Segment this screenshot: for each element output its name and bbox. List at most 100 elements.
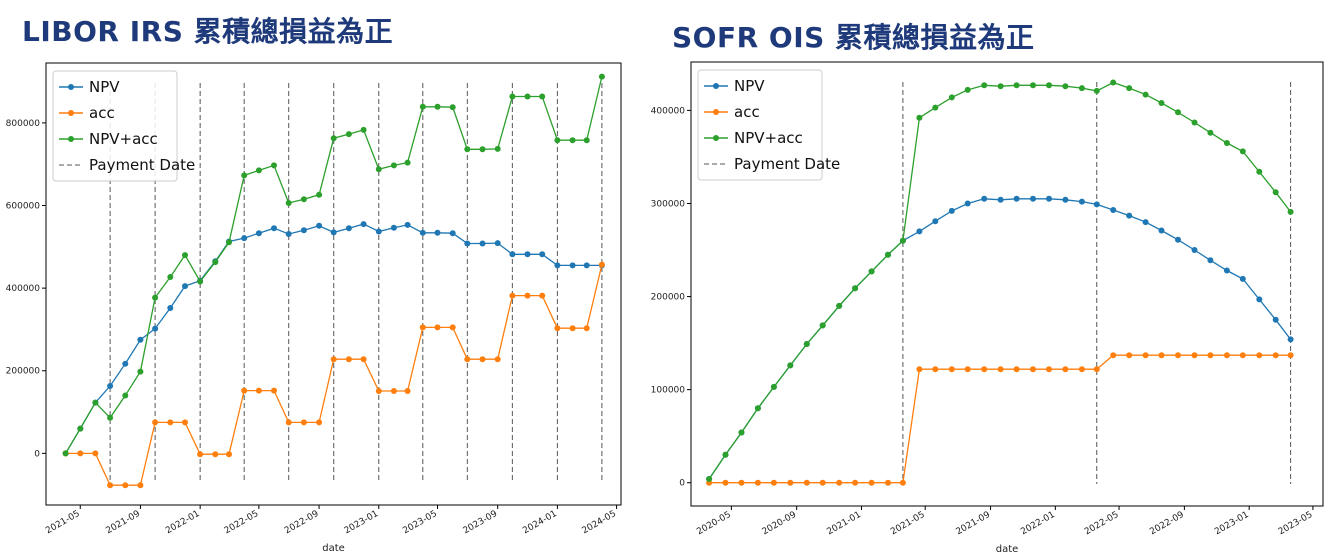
data-point — [419, 229, 426, 236]
data-point — [122, 392, 129, 399]
y-tick-label: 800000 — [6, 119, 41, 129]
data-point — [964, 200, 971, 207]
data-point — [583, 137, 590, 144]
data-point — [948, 94, 955, 101]
data-point — [819, 479, 826, 486]
data-point — [1158, 352, 1165, 359]
data-point — [241, 172, 248, 179]
data-point — [419, 324, 426, 331]
legend-label: acc — [89, 104, 115, 122]
data-point — [738, 429, 745, 436]
data-point — [449, 230, 456, 237]
x-tick-label: 2022-01 — [1019, 510, 1057, 537]
data-point — [819, 322, 826, 329]
data-point — [569, 137, 576, 144]
data-point — [916, 366, 923, 373]
data-point — [434, 103, 441, 110]
data-point — [255, 230, 262, 237]
x-tick-label: 2022-05 — [1083, 510, 1121, 537]
data-point — [375, 228, 382, 235]
data-point — [787, 362, 794, 369]
x-axis-label: date — [996, 544, 1019, 555]
data-point — [899, 479, 906, 486]
data-point — [932, 104, 939, 111]
data-point — [1272, 352, 1279, 359]
data-point — [1030, 82, 1036, 89]
data-point — [1239, 275, 1246, 282]
data-point — [92, 450, 99, 457]
legend-label: Payment Date — [89, 156, 195, 174]
plot-frame — [45, 62, 622, 506]
legend-swatch — [59, 84, 83, 90]
data-point — [1126, 85, 1133, 92]
data-point — [1126, 212, 1133, 219]
legend-swatch — [704, 109, 728, 115]
data-point — [1256, 296, 1263, 303]
data-point — [434, 229, 441, 236]
chart-title-sofr: SOFR OIS 累積總損益為正 — [672, 21, 1035, 54]
data-point — [583, 262, 590, 269]
data-point — [554, 137, 561, 144]
data-point — [932, 218, 939, 225]
data-point — [182, 252, 188, 259]
data-point — [1191, 352, 1198, 359]
data-point — [197, 451, 204, 458]
data-point — [554, 262, 561, 269]
data-point — [598, 73, 605, 80]
data-point — [524, 251, 531, 258]
data-point — [1239, 352, 1246, 359]
data-point — [1046, 82, 1052, 89]
data-point — [803, 479, 810, 486]
data-point — [1287, 352, 1294, 359]
data-point — [722, 479, 729, 486]
legend-swatch — [59, 136, 83, 142]
data-point — [1093, 87, 1100, 94]
data-point — [997, 196, 1004, 203]
data-point — [152, 294, 159, 301]
data-point — [107, 383, 114, 389]
data-point — [1142, 91, 1149, 98]
data-point — [981, 195, 988, 202]
data-point — [1256, 352, 1263, 359]
x-tick-label: 2022-09 — [1148, 510, 1186, 538]
data-point — [300, 227, 307, 234]
legend-box — [697, 69, 823, 181]
data-point — [1013, 195, 1020, 202]
legend-swatch — [704, 83, 728, 89]
legend-label: NPV — [734, 77, 765, 95]
legend-box — [52, 70, 178, 182]
data-point — [404, 388, 411, 394]
data-point — [868, 479, 875, 486]
data-point — [316, 222, 323, 229]
y-tick-label: 300000 — [651, 199, 686, 209]
data-point — [1126, 352, 1133, 359]
data-point — [345, 131, 352, 138]
legend-label: acc — [734, 103, 760, 121]
data-point — [932, 366, 939, 373]
data-point — [479, 240, 486, 247]
data-point — [360, 356, 367, 363]
data-point — [1062, 366, 1069, 373]
data-point — [271, 162, 277, 169]
data-point — [122, 360, 129, 367]
data-point — [464, 240, 471, 247]
data-point — [241, 387, 248, 394]
data-point — [1013, 82, 1020, 89]
data-point — [598, 261, 605, 268]
data-point — [479, 146, 486, 153]
data-point — [1158, 100, 1165, 106]
data-point — [197, 278, 204, 285]
legend-swatch — [704, 135, 728, 141]
data-point — [1223, 267, 1230, 274]
data-point — [787, 479, 794, 486]
data-point — [981, 366, 988, 373]
data-point — [137, 482, 144, 489]
data-point — [981, 82, 988, 89]
y-tick-label: 100000 — [651, 386, 686, 396]
data-point — [1093, 201, 1100, 208]
data-point — [1287, 208, 1294, 215]
data-point — [1158, 227, 1165, 234]
data-point — [916, 228, 923, 235]
legend-label: Payment Date — [734, 155, 840, 173]
data-point — [122, 482, 129, 489]
